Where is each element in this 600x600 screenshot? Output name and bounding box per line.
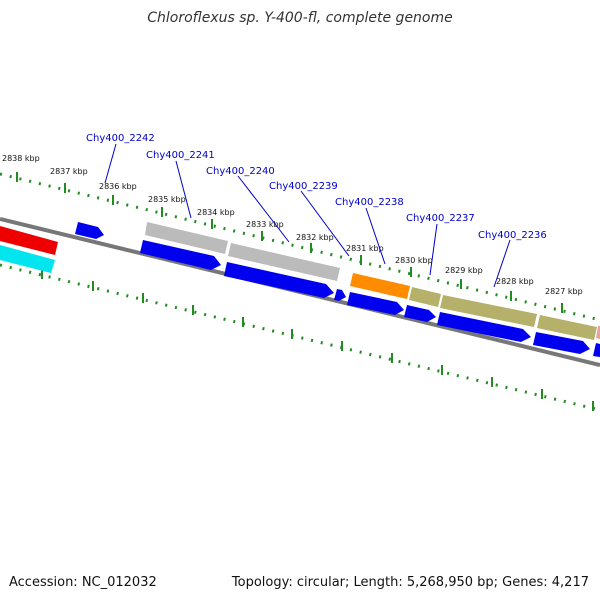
tick-label: 2834 kbp	[197, 208, 235, 217]
topology-label: Topology: circular; Length: 5,268,950 bp…	[231, 575, 589, 590]
inner-major-ticks	[41, 269, 594, 411]
cds-arrow[interactable]	[75, 222, 104, 239]
gene-label[interactable]: Chy400_2240	[206, 166, 275, 177]
gene-label[interactable]: Chy400_2237	[406, 213, 475, 224]
gene-label[interactable]: Chy400_2242	[86, 133, 155, 144]
cds-arrow[interactable]	[404, 305, 436, 322]
gene-red[interactable]	[0, 226, 58, 255]
tick-label: 2838 kbp	[2, 154, 40, 163]
gene-label[interactable]: Chy400_2236	[478, 230, 547, 241]
cds-arrow[interactable]	[224, 262, 334, 298]
tick-label: 2830 kbp	[395, 256, 433, 265]
gene-olive-2237b[interactable]	[440, 295, 537, 327]
cds-arrow[interactable]	[334, 289, 346, 301]
tick-label: 2836 kbp	[99, 182, 137, 191]
tick-label: 2831 kbp	[346, 244, 384, 253]
gene-grey-2241[interactable]	[145, 222, 228, 254]
tick-label: 2832 kbp	[296, 233, 334, 242]
label-leaders	[104, 143, 511, 288]
accession-label: Accession: NC_012032	[9, 575, 157, 590]
outer-major-ticks	[16, 172, 563, 313]
gene-olive-2237a[interactable]	[409, 287, 441, 307]
tick-label: 2828 kbp	[496, 277, 534, 286]
tick-label: 2829 kbp	[445, 266, 483, 275]
cds-arrow[interactable]	[437, 312, 531, 342]
tick-label: 2835 kbp	[148, 195, 186, 204]
gene-label[interactable]: Chy400_2241	[146, 150, 215, 161]
cds-arrow[interactable]	[140, 240, 221, 270]
gene-cyan[interactable]	[0, 245, 55, 273]
cds-arrow[interactable]	[347, 292, 404, 315]
cds-arrow[interactable]	[593, 343, 600, 357]
gene-pink[interactable]	[596, 326, 600, 339]
gene-grey-2240[interactable]	[228, 243, 340, 281]
gene-label[interactable]: Chy400_2239	[269, 181, 338, 192]
tick-label: 2827 kbp	[545, 287, 583, 296]
tick-label: 2833 kbp	[246, 220, 284, 229]
gene-track	[0, 222, 600, 340]
cds-track	[75, 222, 600, 357]
cds-arrow[interactable]	[533, 332, 590, 354]
gene-label[interactable]: Chy400_2238	[335, 197, 404, 208]
map-title: Chloroflexus sp. Y-400-fl, complete geno…	[147, 10, 453, 26]
tick-label: 2837 kbp	[50, 167, 88, 176]
gene-orange-2238[interactable]	[350, 273, 410, 299]
gene-olive-2236[interactable]	[537, 315, 597, 340]
